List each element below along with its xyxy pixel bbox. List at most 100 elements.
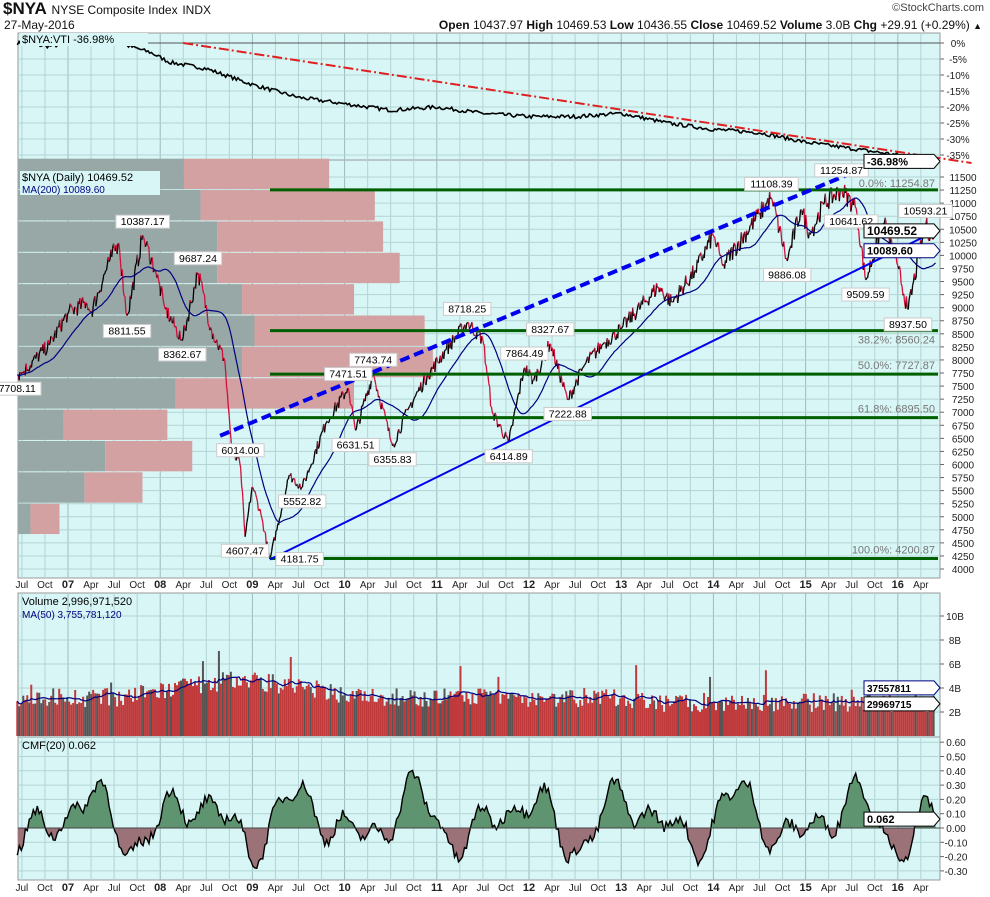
volume-by-price-up-bar: [217, 252, 400, 284]
price-annotation: 10387.17: [115, 214, 170, 229]
price-bar: [55, 326, 58, 339]
value-tag-box: [863, 153, 941, 169]
price-bar: [146, 241, 149, 247]
price-bar: [539, 367, 542, 374]
y-tick-label: -35%: [946, 151, 969, 162]
price-bar: [241, 491, 244, 507]
price-bar: [768, 191, 772, 199]
price-bar: [528, 369, 531, 374]
price-bar: [67, 312, 69, 314]
quote-bar: Open 10437.97 High 10469.53 Low 10436.55…: [439, 18, 982, 33]
price-bar: [515, 400, 518, 407]
price-bar: [361, 402, 365, 407]
x-tick-label: 07: [62, 882, 74, 894]
price-bar: [76, 301, 79, 316]
price-bar: [819, 201, 822, 223]
volume-by-price-down-bar: [18, 190, 201, 221]
quote-value: +29.91 (+0.29%): [880, 18, 974, 32]
price-bar: [817, 212, 820, 220]
x-tick-label: Oct: [37, 883, 53, 894]
price-bar: [238, 457, 241, 464]
price-annotation: 7743.74: [348, 352, 398, 367]
annotation-box: [324, 367, 373, 382]
y-tick-label: 4750: [952, 526, 975, 537]
price-bar: [255, 497, 259, 502]
price-bar: [822, 202, 825, 205]
price-bar: [159, 286, 162, 296]
price-bar: [912, 281, 915, 286]
x-tick-label: Apr: [544, 580, 560, 591]
annotation-label: 11108.39: [750, 178, 792, 190]
price-bar: [287, 478, 289, 481]
price-bar: [279, 511, 282, 518]
price-bar: [440, 358, 443, 363]
price-bar: [603, 341, 605, 344]
y-tick-label: -30%: [946, 135, 969, 146]
price-bar: [602, 343, 605, 345]
fibonacci-label: 0.0%: 11254.87: [859, 178, 935, 190]
price-bar: [423, 374, 426, 384]
price-bar: [611, 332, 614, 336]
price-bar: [399, 430, 403, 434]
price-bar: [86, 303, 89, 311]
annotation-box: [173, 251, 223, 266]
x-tick-label: Jul: [477, 580, 490, 591]
price-bar: [717, 242, 720, 253]
price-bar: [21, 371, 24, 374]
price-bar: [240, 484, 244, 492]
price-bar: [854, 206, 857, 209]
price-bar: [285, 479, 289, 488]
price-bar: [385, 419, 388, 423]
price-bar: [127, 312, 130, 315]
x-tick-label: Jul: [16, 883, 29, 894]
price-annotation: 7708.11: [0, 381, 42, 396]
price-bar: [487, 375, 490, 384]
price-bar: [172, 316, 176, 327]
y-tick-label: -5%: [949, 55, 967, 66]
x-tick-label: Jul: [753, 580, 766, 591]
price-bar: [389, 437, 392, 441]
price-bar: [683, 285, 686, 288]
y-tick-label: -0.30: [945, 867, 968, 878]
price-bar: [779, 226, 782, 233]
annotation-label: 7708.11: [0, 383, 36, 395]
price-annotation: 7222.88: [543, 407, 592, 422]
annotation-label: 6631.51: [337, 439, 375, 451]
price-bar: [407, 408, 410, 411]
price-bar: [490, 406, 493, 413]
y-tick-label: 6000: [952, 460, 975, 471]
price-bar: [899, 269, 902, 284]
price-bar: [317, 445, 320, 449]
x-tick-label: Apr: [452, 883, 468, 894]
y-tick-label: 4000: [952, 565, 975, 576]
price-bar: [610, 334, 614, 342]
x-tick-label: 09: [246, 882, 258, 894]
fibonacci-label: 100.0%: 4200.87: [852, 545, 935, 557]
value-tag-box: [863, 696, 941, 712]
price-bar: [262, 522, 265, 532]
y-tick-label: 6500: [952, 434, 975, 445]
price-bar: [88, 308, 91, 312]
price-bar: [19, 371, 22, 374]
price-bar: [501, 433, 504, 438]
price-bar: [601, 343, 604, 346]
x-tick-label: Jul: [661, 883, 674, 894]
price-annotation: 6014.00: [216, 443, 265, 458]
y-tick-label: 5500: [952, 487, 975, 498]
annotation-label: 10641.62: [829, 216, 873, 228]
price-bar: [731, 246, 735, 260]
price-bar: [531, 379, 534, 385]
x-tick-label: Jul: [569, 883, 582, 894]
price-bar: [425, 376, 428, 386]
legend-bg: [20, 171, 160, 195]
price-bar: [347, 388, 350, 394]
price-bar: [394, 442, 397, 445]
price-bar: [108, 259, 111, 262]
price-bar: [537, 371, 540, 374]
price-bar: [898, 265, 901, 271]
price-bar: [777, 229, 780, 233]
price-bar: [747, 230, 750, 233]
quote-label: Volume: [779, 18, 826, 32]
volume-by-price-up-bar: [217, 221, 384, 252]
